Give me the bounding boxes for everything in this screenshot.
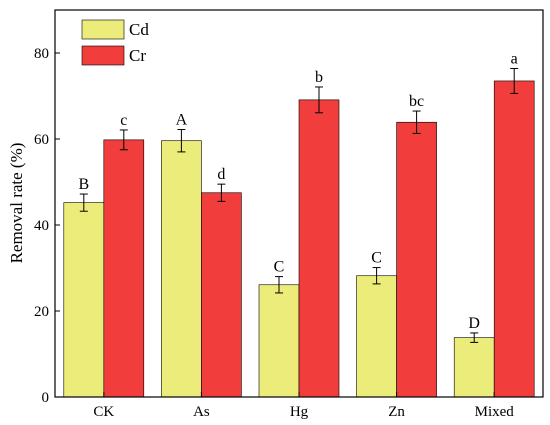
y-axis-label: Removal rate (%)	[7, 143, 26, 264]
significance-letter: bc	[409, 93, 424, 110]
x-tick-label: Mixed	[475, 404, 515, 420]
bar-cd-as	[161, 140, 202, 398]
significance-letter: c	[120, 112, 127, 129]
significance-letter: d	[217, 166, 225, 183]
y-axis-ticks: 0 20 40 60 80	[34, 46, 60, 406]
significance-letter: a	[511, 50, 518, 67]
y-tick-label: 40	[34, 218, 49, 234]
significance-letter: C	[274, 259, 285, 276]
bar-cr-hg	[298, 99, 340, 398]
bars-layer	[63, 80, 535, 398]
significance-letter: D	[468, 315, 480, 332]
significance-letter: A	[176, 112, 188, 129]
y-tick-label: 80	[34, 46, 49, 62]
y-tick-label: 60	[34, 132, 49, 148]
y-tick-label: 20	[34, 304, 49, 320]
bar-cr-mixed	[493, 80, 535, 398]
significance-letter: b	[315, 69, 323, 86]
bar-cr-as	[201, 192, 242, 398]
x-tick-label: CK	[93, 404, 114, 420]
bar-cr-ck	[103, 139, 145, 398]
significance-letter: C	[371, 250, 382, 267]
legend-swatch-cr	[81, 45, 125, 66]
legend: Cd Cr	[81, 19, 149, 66]
bar-cd-mixed	[453, 337, 495, 398]
legend-swatch-cd	[81, 19, 125, 40]
significance-letters-layer: Bc Ad Cb Cbc Da	[78, 50, 517, 331]
bar-cr-zn	[396, 121, 437, 398]
legend-label-cd: Cd	[129, 20, 149, 39]
bar-cd-ck	[63, 202, 105, 398]
x-tick-label: Zn	[388, 404, 405, 420]
error-bars-layer	[79, 67, 519, 343]
bar-cd-hg	[258, 284, 300, 398]
bar-cd-zn	[356, 275, 397, 398]
x-axis-ticks: CK As Hg Zn Mixed	[93, 392, 514, 420]
legend-label-cr: Cr	[129, 46, 146, 65]
x-tick-label: As	[193, 404, 210, 420]
y-tick-label: 0	[42, 390, 50, 406]
x-tick-label: Hg	[290, 404, 309, 420]
significance-letter: B	[78, 176, 89, 193]
